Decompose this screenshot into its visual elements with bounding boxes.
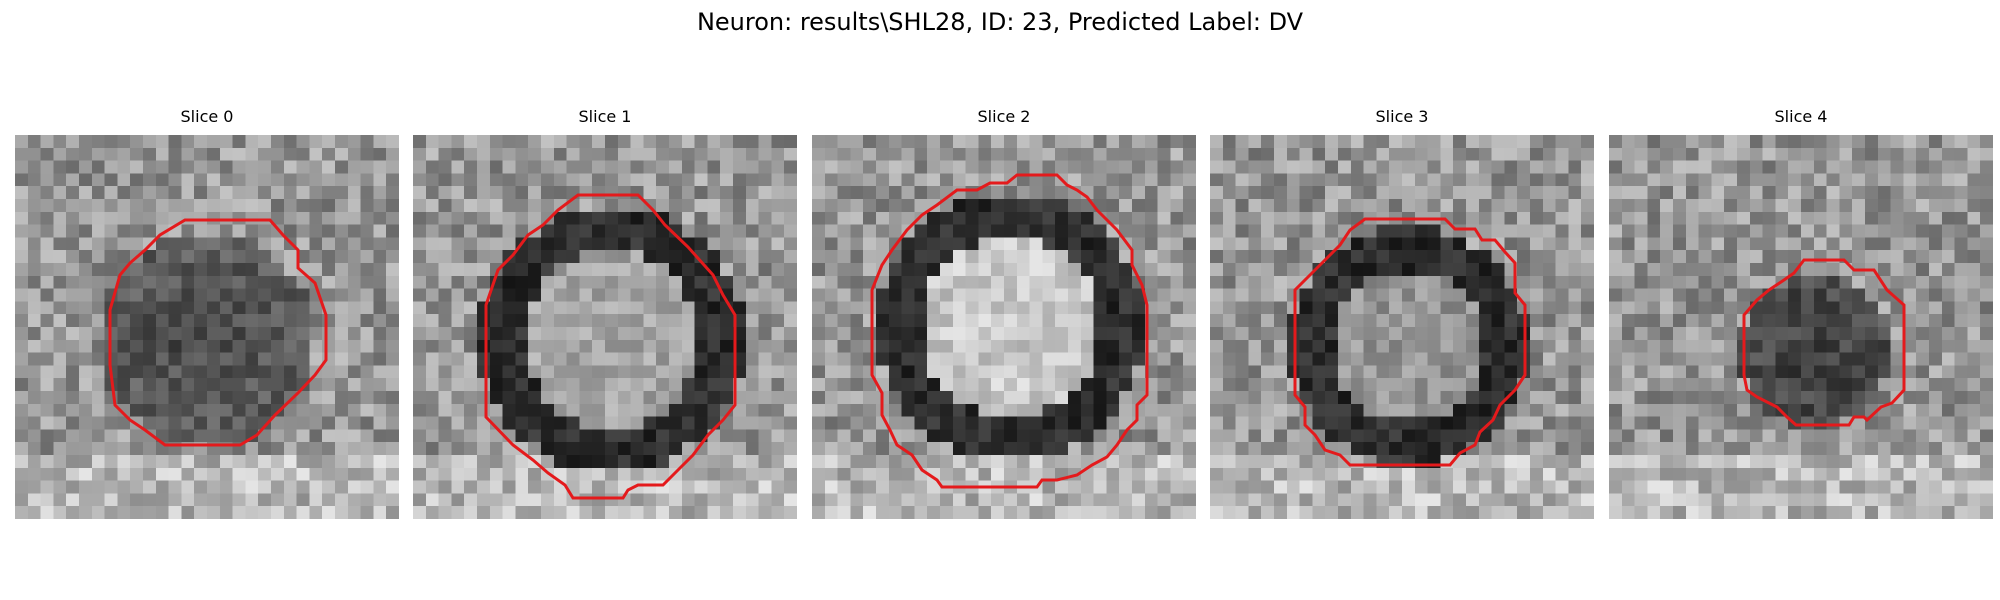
slice-title: Slice 0 — [180, 107, 234, 126]
slice-image — [1210, 135, 1594, 519]
slice-title: Slice 4 — [1774, 107, 1828, 126]
roi-outline — [1742, 258, 1906, 427]
grayscale-microscopy-image — [15, 135, 399, 519]
slice-image — [812, 135, 1196, 519]
roi-outline — [108, 218, 328, 447]
roi-contour — [108, 218, 328, 447]
slice-image — [1609, 135, 1993, 519]
grayscale-microscopy-image — [1210, 135, 1594, 519]
slice-title: Slice 2 — [977, 107, 1031, 126]
grayscale-microscopy-image — [413, 135, 797, 519]
roi-contour — [1742, 258, 1906, 427]
roi-contour — [484, 193, 737, 500]
figure-title: Neuron: results\SHL28, ID: 23, Predicted… — [696, 8, 1304, 36]
roi-outline — [1293, 217, 1527, 467]
slice-title: Slice 3 — [1375, 107, 1429, 126]
roi-outline — [870, 173, 1149, 489]
slice-title: Slice 1 — [578, 107, 632, 126]
slice-image — [413, 135, 797, 519]
grayscale-microscopy-image — [812, 135, 1196, 519]
roi-contour — [1293, 217, 1527, 467]
slice-image — [15, 135, 399, 519]
roi-contour — [870, 173, 1149, 489]
roi-outline — [484, 193, 737, 500]
grayscale-microscopy-image — [1609, 135, 1993, 519]
